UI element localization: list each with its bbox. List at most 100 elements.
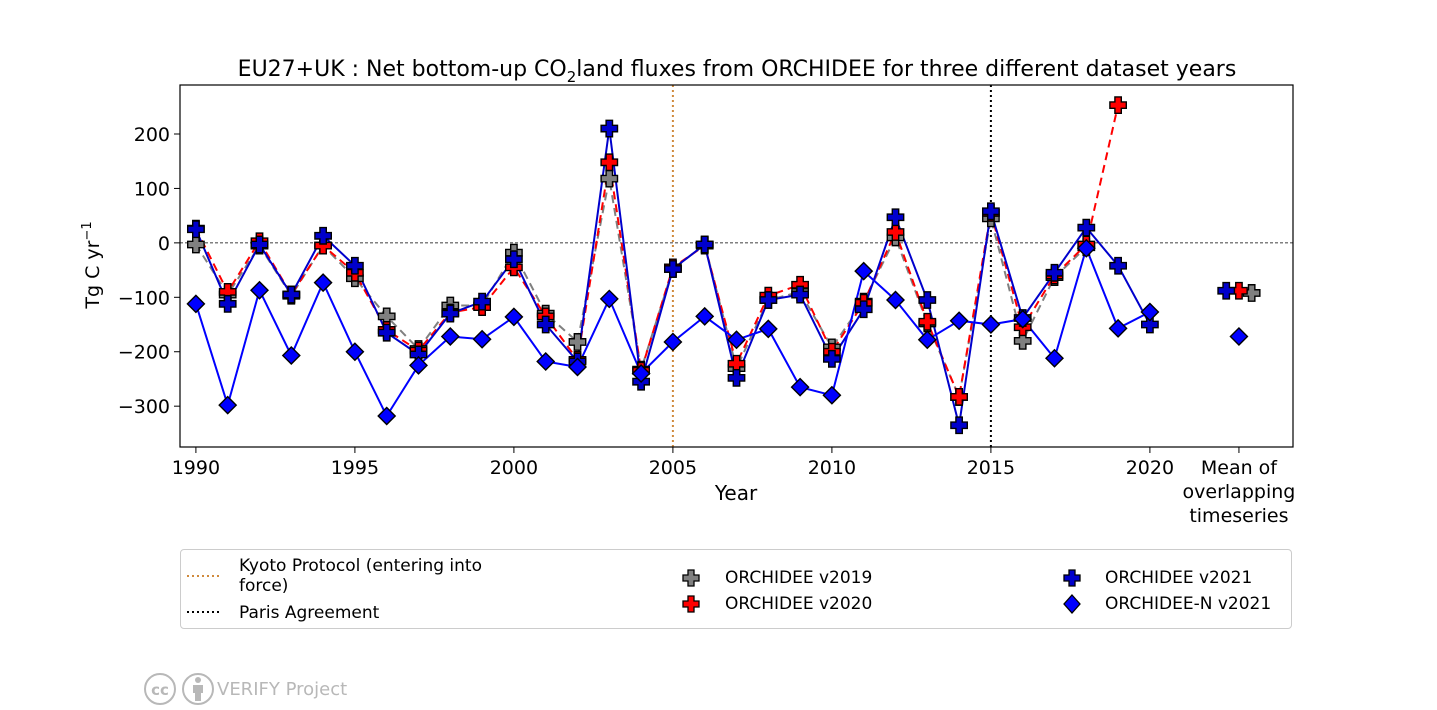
data-point-s3-2001 <box>536 352 556 372</box>
data-point-s3-2011 <box>854 261 874 281</box>
mean-point-s3 <box>1229 327 1249 346</box>
data-point-s3-1991 <box>218 395 238 415</box>
x-tick-label-mean-1: overlapping <box>1183 481 1296 503</box>
legend: Kyoto Protocol (entering into force) Pari… <box>180 549 1292 629</box>
data-point-s2-2003 <box>600 119 619 138</box>
x-tick-label-2005: 2005 <box>649 457 697 479</box>
data-point-s3-2016 <box>1013 309 1033 329</box>
data-point-s2-2006 <box>695 235 714 254</box>
x-tick-label-2015: 2015 <box>967 457 1015 479</box>
data-point-s1-2013 <box>918 312 937 331</box>
data-point-s2-2013 <box>918 291 937 309</box>
data-point-s2-2008 <box>759 291 778 309</box>
data-point-s2-1990 <box>187 220 205 239</box>
data-point-s2-2007 <box>727 368 746 387</box>
legend-v2019-marker <box>682 569 700 587</box>
y-axis-label: Tg C yr−1 <box>80 221 104 309</box>
data-point-s2-1994 <box>314 226 332 245</box>
y-tick-label-0: 0 <box>158 233 170 255</box>
data-point-s2-1995 <box>346 256 364 275</box>
data-point-s3-2013 <box>917 330 937 350</box>
mean-point-s2 <box>1217 281 1236 300</box>
legend-paris-swatch <box>187 611 219 613</box>
data-point-s3-1993 <box>281 346 301 366</box>
legend-kyoto-label: Kyoto Protocol (entering into force) <box>239 556 482 596</box>
data-point-s0-2002 <box>568 333 587 351</box>
data-point-s3-1998 <box>440 327 460 346</box>
data-point-s3-2010 <box>822 385 842 405</box>
data-point-s0-2003 <box>600 169 619 188</box>
legend-v2021-label: ORCHIDEE v2021 <box>1105 568 1253 588</box>
data-point-s1-2019 <box>1109 96 1127 115</box>
legend-v2020-label: ORCHIDEE v2020 <box>725 594 873 614</box>
data-point-s1-2003 <box>600 153 619 172</box>
legend-paris-label: Paris Agreement <box>239 603 380 623</box>
x-tick-label-2000: 2000 <box>490 457 538 479</box>
data-point-s2-2018 <box>1077 218 1096 237</box>
chart: EU27+UK : Net bottom-up CO2land fluxes f… <box>80 57 1296 527</box>
data-point-s2-2009 <box>791 285 809 304</box>
data-point-s3-2007 <box>727 330 746 350</box>
data-point-s0-2016 <box>1013 331 1032 350</box>
data-point-s3-2005 <box>663 332 683 352</box>
x-tick-label-1995: 1995 <box>331 457 379 479</box>
data-point-s0-1990 <box>187 235 205 254</box>
data-point-s2-2014 <box>950 416 968 435</box>
legend-orchidee-n-marker <box>1063 594 1081 614</box>
y-tick-label-200: 200 <box>134 124 170 146</box>
y-tick-label--200: −200 <box>118 342 170 364</box>
data-point-s3-1995 <box>345 342 365 362</box>
data-point-s3-2019 <box>1108 318 1128 338</box>
footer-credit: cc VERIFY Project <box>143 672 347 706</box>
plot-frame <box>179 84 1294 448</box>
svg-text:EU27+UK : Net bottom-up CO2lan: EU27+UK : Net bottom-up CO2land fluxes f… <box>238 57 1237 86</box>
data-point-s1-2012 <box>886 223 905 241</box>
chart-title: EU27+UK : Net bottom-up CO2land fluxes f… <box>238 57 1237 86</box>
data-point-s2-1993 <box>282 285 301 304</box>
data-point-s3-2004 <box>631 364 651 384</box>
data-point-s2-2012 <box>886 208 905 227</box>
data-point-s3-2000 <box>504 307 524 327</box>
legend-v2020-marker <box>682 595 700 613</box>
footer-text: VERIFY Project <box>217 679 348 700</box>
data-point-s3-1992 <box>250 280 269 300</box>
y-tick-label-100: 100 <box>134 178 170 200</box>
data-point-s2-1998 <box>441 304 460 323</box>
data-point-s3-1996 <box>377 406 397 426</box>
data-point-s2-1992 <box>250 235 269 254</box>
x-tick-label-2020: 2020 <box>1126 457 1174 479</box>
data-point-s3-1997 <box>409 355 428 375</box>
legend-orchidee-n-label: ORCHIDEE-N v2021 <box>1105 594 1272 614</box>
data-point-s3-2002 <box>568 357 587 377</box>
legend-v2019-label: ORCHIDEE v2019 <box>725 568 873 588</box>
data-point-s2-2017 <box>1045 263 1064 282</box>
data-point-s3-2020 <box>1140 302 1160 322</box>
x-tick-label-mean-0: Mean of <box>1201 457 1278 479</box>
data-point-s2-1996 <box>377 323 396 342</box>
legend-kyoto-swatch <box>187 575 219 577</box>
data-point-s2-2015 <box>982 202 1000 221</box>
svg-text:cc: cc <box>151 681 169 699</box>
data-point-s3-2014 <box>949 311 969 331</box>
series-line-1 <box>195 104 1120 401</box>
data-point-s3-2006 <box>695 306 715 326</box>
data-point-s3-1999 <box>472 329 492 349</box>
svg-text:Tg C yr−1: Tg C yr−1 <box>80 221 104 309</box>
data-point-s2-2005 <box>664 260 682 278</box>
data-point-s1-2014 <box>950 388 968 406</box>
data-point-s3-1994 <box>313 273 333 293</box>
data-point-s2-2010 <box>823 349 841 368</box>
cc-by-icon: cc <box>144 673 214 705</box>
y-tick-label--300: −300 <box>118 396 170 418</box>
data-point-s2-2000 <box>505 250 523 269</box>
x-tick-label-mean-2: timeseries <box>1189 505 1288 527</box>
data-point-s2-2020 <box>1141 315 1159 334</box>
data-point-s3-2008 <box>758 319 778 339</box>
legend-v2021-marker <box>1063 569 1081 587</box>
data-point-s3-2009 <box>790 377 810 397</box>
data-point-s2-2001 <box>536 315 555 334</box>
data-point-s3-2003 <box>599 289 619 309</box>
y-tick-label--100: −100 <box>118 287 170 309</box>
x-tick-label-2010: 2010 <box>808 457 856 479</box>
data-point-s3-2018 <box>1076 238 1096 258</box>
